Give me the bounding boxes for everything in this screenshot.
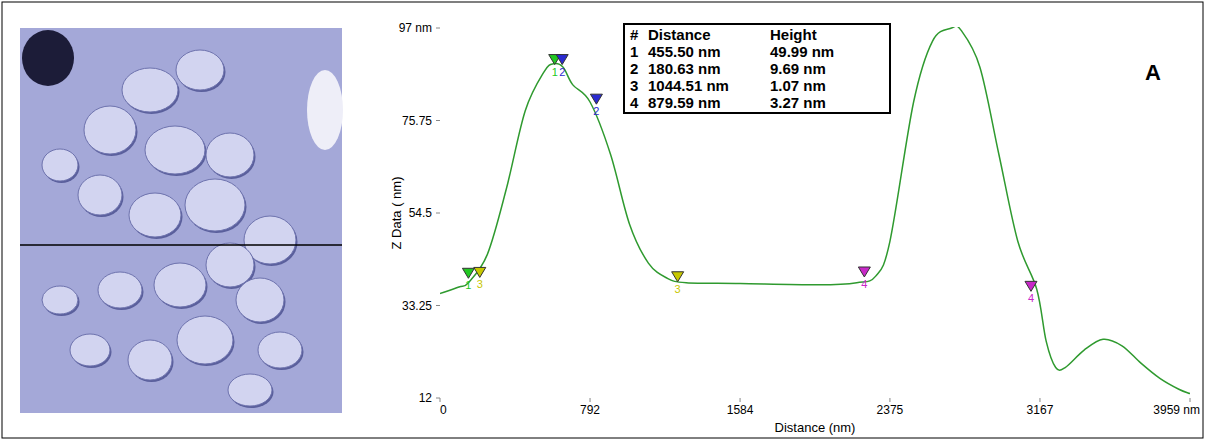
y-axis-title: Z Data ( nm) (389, 177, 404, 250)
cell (42, 149, 78, 181)
marker-label: 1 (465, 279, 471, 291)
table-cell: 49.99 nm (770, 43, 834, 60)
cell (42, 286, 78, 314)
marker-label: 3 (675, 283, 681, 295)
cell (129, 193, 181, 237)
table-cell: 1044.51 nm (648, 77, 729, 94)
y-tick (436, 28, 440, 29)
x-tick-label: 3959 nm (1153, 403, 1200, 417)
marker-label: 1 (552, 66, 558, 78)
table-cell: 455.50 nm (648, 43, 721, 60)
table-header: Height (770, 26, 817, 43)
plot-area (440, 27, 1190, 394)
y-tick-label: 12 (419, 391, 433, 405)
panel-letter: A (1145, 60, 1161, 85)
cell (206, 133, 254, 177)
x-tick (1039, 398, 1040, 402)
y-tick (436, 213, 440, 214)
cell (128, 340, 172, 380)
x-tick (590, 398, 591, 402)
cursor-marker (474, 267, 486, 277)
table-cell: 180.63 nm (648, 60, 721, 77)
table-cell: 1 (630, 43, 638, 60)
table-box (624, 24, 890, 113)
marker-label: 3 (477, 278, 483, 290)
cell (177, 316, 233, 364)
cell (206, 243, 254, 287)
marker-label: 4 (1028, 292, 1034, 304)
afm-image (20, 28, 343, 413)
y-tick-label: 75.75 (402, 114, 432, 128)
cursor-marker (1025, 281, 1037, 291)
dark-spot (22, 30, 74, 86)
y-tick-label: 33.25 (402, 299, 432, 313)
x-tick (889, 398, 890, 402)
cell (258, 332, 302, 368)
x-tick-label: 792 (580, 403, 600, 417)
marker-label: 4 (861, 278, 867, 290)
cell (122, 68, 178, 112)
x-tick-label: 2375 (877, 403, 904, 417)
y-tick (436, 305, 440, 306)
cell (84, 106, 136, 154)
table-cell: 2 (630, 60, 638, 77)
marker-label: 2 (559, 66, 565, 78)
measure-table: # Distance Height 1 455.50 nm 49.99 nm 2 180.63… (624, 24, 890, 113)
marker-label: 2 (593, 105, 599, 117)
cursor-marker (672, 272, 684, 282)
table-cell: 4 (630, 94, 639, 111)
cursor-marker (590, 94, 602, 104)
y-tick-label: 54.5 (409, 206, 433, 220)
cursor-marker (556, 55, 568, 65)
table-cell: 879.59 nm (648, 94, 721, 111)
x-axis-title: Distance (nm) (775, 420, 856, 435)
x-tick-label: 3167 (1027, 403, 1054, 417)
table-header: # (630, 26, 639, 43)
cell (154, 263, 206, 307)
profile-line (20, 244, 342, 246)
frame (2, 2, 1203, 438)
x-tick (440, 398, 441, 402)
table-header: Distance (648, 26, 711, 43)
table-cell: 1.07 nm (770, 77, 826, 94)
figure: 1233.2554.575.7597 nm0792158423753167395… (0, 0, 1206, 441)
cursor-marker (858, 267, 870, 277)
table-cell: 3 (630, 77, 638, 94)
cell (98, 272, 142, 308)
x-tick-label: 1584 (727, 403, 754, 417)
x-tick (740, 398, 741, 402)
table-cell: 9.69 nm (770, 60, 826, 77)
bright-spot (307, 70, 343, 150)
cursor-marker (462, 268, 474, 278)
cell (236, 278, 284, 322)
cell (70, 334, 110, 366)
table-cell: 3.27 nm (770, 94, 826, 111)
x-tick (1190, 398, 1191, 402)
cell (228, 374, 272, 406)
y-tick (436, 120, 440, 121)
cell (78, 175, 122, 215)
cell (185, 179, 245, 231)
profile-curve (440, 27, 1190, 394)
image-ground (20, 28, 342, 413)
cell (176, 50, 224, 90)
cell (145, 126, 205, 174)
y-tick (436, 398, 440, 399)
y-tick-label: 97 nm (399, 21, 432, 35)
x-tick-label: 0 (440, 403, 447, 417)
